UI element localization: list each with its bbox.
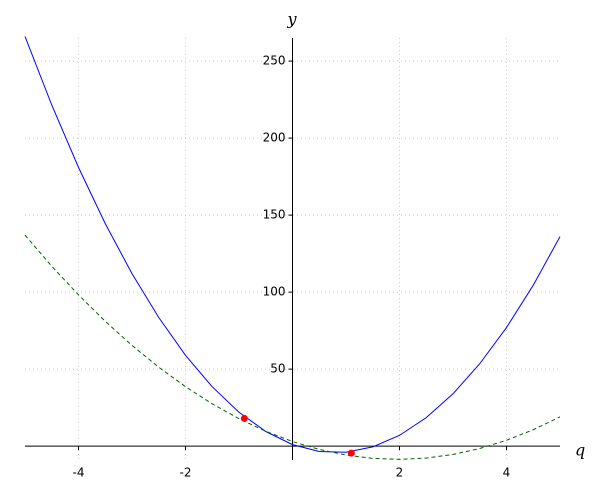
point xyxy=(240,414,248,422)
x-tick-label: -4 xyxy=(73,466,85,480)
y-tick-label: 100 xyxy=(263,285,286,299)
y-tick-label: 200 xyxy=(263,131,286,145)
x-tick-label: -2 xyxy=(180,466,192,480)
curve xyxy=(24,36,561,453)
x-axis-title: q xyxy=(575,441,585,460)
x-tick-label: 4 xyxy=(503,466,511,480)
y-tick-label: 150 xyxy=(263,208,286,222)
y-tick-label: 50 xyxy=(270,362,285,376)
x-tick-label: 2 xyxy=(396,466,404,480)
curve xyxy=(24,234,561,460)
point xyxy=(347,449,355,457)
y-tick-label: 250 xyxy=(263,54,286,68)
y-axis-title: y xyxy=(286,10,297,29)
